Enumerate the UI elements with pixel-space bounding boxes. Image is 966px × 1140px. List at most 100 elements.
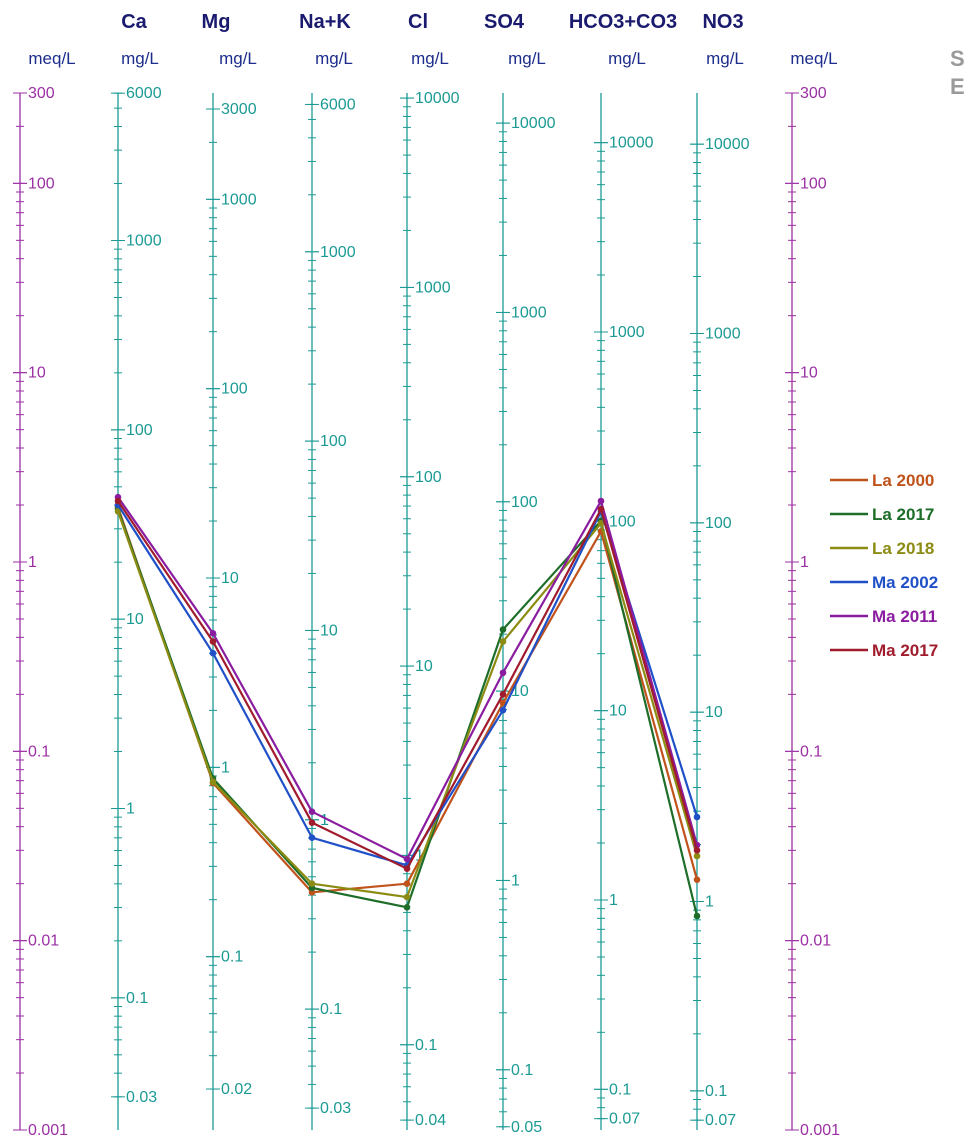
data-point	[499, 669, 507, 677]
tick-label: 0.1	[28, 743, 50, 760]
axis-meq-right: meq/L 300 100 10 1 0.1 0.01 0.001	[785, 49, 840, 1139]
tick-label: 0.1	[320, 1001, 342, 1018]
legend-item: La 2000	[830, 471, 934, 490]
tick-label: 100	[800, 175, 827, 192]
tick-label: 1	[415, 847, 424, 864]
tick-label: 6000	[320, 96, 356, 113]
data-point	[114, 497, 122, 505]
data-point	[499, 638, 507, 645]
tick-label: 100	[320, 433, 347, 450]
tick-label: 0.1	[800, 743, 822, 760]
axes-layer: meq/L3001001010.10.010.001Camg/L60001000…	[13, 11, 840, 1139]
tick-label: 100	[415, 469, 442, 486]
tick-label: 100	[511, 494, 538, 511]
tick-label: 10	[28, 365, 46, 382]
data-point	[403, 855, 411, 863]
tick-label: 0.03	[126, 1089, 157, 1106]
tick-label: 0.001	[800, 1122, 840, 1139]
legend-label: La 2000	[872, 471, 934, 490]
axis-header: NO3	[702, 11, 743, 33]
tick-label: 1	[28, 554, 37, 571]
tick-label: 10000	[511, 115, 556, 132]
tick-label: 0.02	[221, 1081, 252, 1098]
axis-mg: Mg mg/L 3000 1000 100 10 1 0.1 0.02	[202, 11, 257, 1130]
tick-label: 10	[609, 703, 627, 720]
axis-header: Mg	[202, 11, 231, 33]
axis-unit: mg/L	[508, 49, 546, 68]
axis-unit: mg/L	[608, 49, 646, 68]
data-point	[209, 649, 217, 657]
axis-cl: Cl mg/L 10000 1000 100 10 1 0.1 0.04	[400, 11, 460, 1130]
legend-item: La 2018	[830, 539, 934, 558]
tick-label: 1	[800, 554, 809, 571]
tick-label: 0.01	[28, 933, 59, 950]
tick-label: 100	[705, 515, 732, 532]
legend-item: Ma 2011	[830, 607, 937, 626]
axis-header: SO4	[484, 11, 525, 33]
axis-unit: mg/L	[411, 49, 449, 68]
tick-label: 300	[28, 85, 55, 102]
tick-label: 0.05	[511, 1119, 542, 1136]
legend-label: La 2018	[872, 539, 934, 558]
tick-label: 1	[705, 894, 714, 911]
data-point	[308, 834, 316, 841]
tick-label: 6000	[126, 85, 162, 102]
axis-unit: mg/L	[706, 49, 744, 68]
legend-item: Ma 2017	[830, 641, 938, 660]
data-point	[693, 912, 701, 920]
tick-label: 0.03	[320, 1100, 351, 1117]
axis-nak: Na+K mg/L 6000 1000 100 10 1 0.1 0.03	[299, 11, 356, 1130]
data-point	[209, 638, 217, 645]
tick-label: 100	[126, 422, 153, 439]
data-point	[597, 520, 605, 527]
data-point	[499, 691, 507, 698]
axis-unit: mg/L	[121, 49, 159, 68]
series-ma-2011	[114, 493, 701, 863]
tick-label: 1	[221, 759, 230, 776]
tick-label: 1000	[126, 232, 162, 249]
tick-label: 10	[415, 658, 433, 675]
tick-label: 0.1	[221, 949, 243, 966]
legend-label: Ma 2017	[872, 641, 938, 660]
data-point	[499, 626, 507, 633]
tick-label: 10	[320, 622, 338, 639]
data-point	[499, 706, 507, 714]
axis-meq-left: meq/L 300 100 10 1 0.1 0.01 0.001	[13, 49, 76, 1139]
tick-label: 1	[126, 800, 135, 817]
tick-label: 3000	[221, 101, 257, 118]
tick-label: 1000	[415, 279, 451, 296]
data-point	[693, 847, 701, 854]
tick-label: 0.07	[705, 1112, 736, 1129]
legend-label: La 2017	[872, 505, 934, 524]
tick-label: 10	[800, 365, 818, 382]
tick-label: 0.001	[28, 1122, 68, 1139]
legend: La 2000 La 2017 La 2018 Ma 2002 Ma 2011 Ma 20…	[830, 471, 938, 660]
data-point	[403, 893, 411, 901]
series-la-2018	[114, 508, 701, 901]
data-point	[308, 880, 316, 887]
tick-label: 0.04	[415, 1112, 446, 1129]
axis-unit: mg/L	[219, 49, 257, 68]
legend-label: Ma 2002	[872, 573, 938, 592]
axis-header: Cl	[408, 11, 428, 33]
tick-label: 10000	[415, 90, 460, 107]
series-layer	[114, 493, 701, 920]
axis-unit: mg/L	[315, 49, 353, 68]
legend-label: Ma 2011	[872, 607, 937, 626]
tick-label: 0.1	[126, 990, 148, 1007]
data-point	[403, 865, 411, 872]
data-point	[308, 819, 316, 826]
tick-label: 1	[609, 892, 618, 909]
tick-label: 1000	[320, 244, 356, 261]
tick-label: 1000	[609, 324, 645, 341]
data-point	[403, 880, 411, 887]
axis-header: Na+K	[299, 11, 351, 33]
data-point	[693, 876, 701, 883]
tick-label: 0.1	[705, 1083, 727, 1100]
cut-off-title: SE	[950, 46, 965, 99]
tick-label: 10000	[705, 136, 750, 153]
axis-unit: meq/L	[790, 49, 837, 68]
axis-unit: meq/L	[28, 49, 75, 68]
tick-label: 1000	[221, 191, 257, 208]
series-ma-2017	[114, 497, 701, 872]
